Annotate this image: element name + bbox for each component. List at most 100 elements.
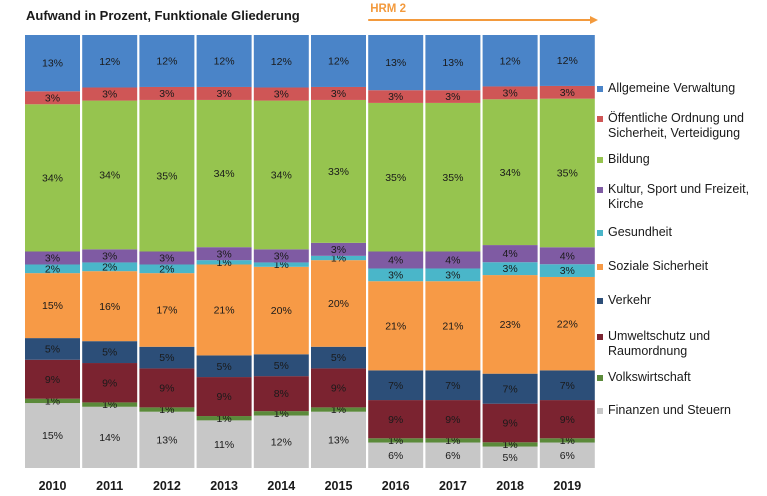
bar-segment: [482, 99, 538, 246]
data-label: 9%: [560, 414, 575, 426]
data-label: 21%: [214, 305, 235, 317]
data-label: 9%: [503, 418, 518, 430]
data-label: 7%: [503, 383, 518, 395]
bar-segment: [539, 247, 595, 265]
bar-segment: [425, 438, 481, 443]
bar-segment: [25, 91, 80, 105]
bar-segment: [311, 99, 366, 243]
data-label: 2%: [45, 263, 60, 275]
bar-segment: [253, 411, 309, 416]
data-label: 21%: [385, 320, 406, 332]
bar-segment: [425, 281, 481, 371]
x-axis-ticks: 2010 2011 2012 2013 2014 2015 2016 2017 2018 2019: [39, 479, 582, 493]
data-label: 3%: [388, 269, 403, 281]
bar-segment: [196, 377, 252, 417]
bar-segment: [253, 415, 309, 468]
bar-segment: [25, 251, 80, 265]
bar-segment: [425, 268, 481, 282]
bars-group: 15%1%9%5%15%2%3%34%3%13%14%1%9%5%16%2%3%…: [25, 35, 595, 468]
bar-segment: [368, 281, 424, 371]
bar-segment: [196, 35, 252, 87]
data-label: 9%: [159, 382, 174, 394]
bar-segment: [368, 102, 424, 252]
data-label: 5%: [217, 361, 232, 373]
bar-segment: [139, 407, 195, 412]
legend-label: Öffentliche Ordnung und: [608, 111, 744, 125]
data-label: 34%: [271, 170, 292, 182]
bar-segment: [139, 273, 195, 347]
data-label: 33%: [328, 166, 349, 178]
x-tick-label: 2012: [153, 479, 181, 493]
data-label: 13%: [442, 57, 463, 69]
data-label: 5%: [274, 360, 289, 372]
bar-segment: [196, 99, 252, 248]
bar-segment: [368, 90, 424, 103]
bar-segment: [196, 247, 252, 261]
data-label: 9%: [331, 382, 346, 394]
legend-label: Volkswirtschaft: [608, 370, 691, 384]
bar-segment: [196, 86, 252, 100]
legend-swatch: [597, 86, 603, 92]
chart-title: Aufwand in Prozent, Funktionale Gliederu…: [26, 8, 300, 23]
data-label: 7%: [388, 380, 403, 392]
data-label: 7%: [445, 380, 460, 392]
legend-swatch: [597, 230, 603, 236]
hrm2-label: HRM 2: [370, 3, 406, 15]
bar-segment: [82, 271, 138, 342]
data-label: 20%: [271, 305, 292, 317]
bar-segment: [425, 400, 481, 439]
data-label: 3%: [102, 89, 117, 101]
data-label: 12%: [328, 56, 349, 68]
bar-segment: [482, 262, 538, 276]
bar-segment: [368, 438, 424, 443]
bar-segment: [311, 255, 366, 261]
data-label: 7%: [560, 380, 575, 392]
data-label: 3%: [45, 92, 60, 104]
data-label: 12%: [500, 55, 521, 67]
data-label: 34%: [214, 168, 235, 180]
bar-segment: [425, 370, 481, 401]
data-label: 9%: [102, 377, 117, 389]
bar-segment: [482, 442, 538, 447]
bar-segment: [82, 341, 138, 364]
bar-segment: [311, 86, 366, 100]
data-label: 14%: [99, 432, 120, 444]
x-tick-label: 2019: [553, 479, 581, 493]
data-label: 17%: [156, 305, 177, 317]
bar-segment: [25, 273, 80, 339]
bar-segment: [368, 35, 424, 91]
data-label: 3%: [331, 88, 346, 100]
bar-segment: [368, 268, 424, 282]
bar-segment: [482, 373, 538, 404]
data-label: 13%: [156, 434, 177, 446]
legend-swatch: [597, 408, 603, 414]
x-tick-label: 2017: [439, 479, 467, 493]
data-label: 21%: [442, 320, 463, 332]
bar-segment: [82, 100, 138, 250]
x-tick-label: 2013: [210, 479, 238, 493]
bar-segment: [139, 411, 195, 468]
bar-segment: [425, 102, 481, 252]
legend-swatch: [597, 298, 603, 304]
data-label: 6%: [560, 450, 575, 462]
data-label: 3%: [274, 250, 289, 262]
data-label: 3%: [560, 87, 575, 99]
bar-segment: [25, 104, 80, 252]
bar-segment: [311, 260, 366, 347]
data-label: 3%: [217, 248, 232, 260]
bar-segment: [139, 86, 195, 100]
bar-segment: [253, 249, 309, 263]
bar-segment: [482, 35, 538, 87]
data-label: 4%: [503, 248, 518, 260]
bar-segment: [25, 398, 80, 404]
legend-swatch: [597, 334, 603, 340]
bar-segment: [368, 400, 424, 439]
data-label: 9%: [445, 414, 460, 426]
data-label: 4%: [388, 255, 403, 267]
data-label: 12%: [557, 55, 578, 67]
bar-segment: [311, 35, 366, 87]
data-label: 5%: [102, 347, 117, 359]
legend-swatch: [597, 187, 603, 193]
legend-swatch: [597, 264, 603, 270]
